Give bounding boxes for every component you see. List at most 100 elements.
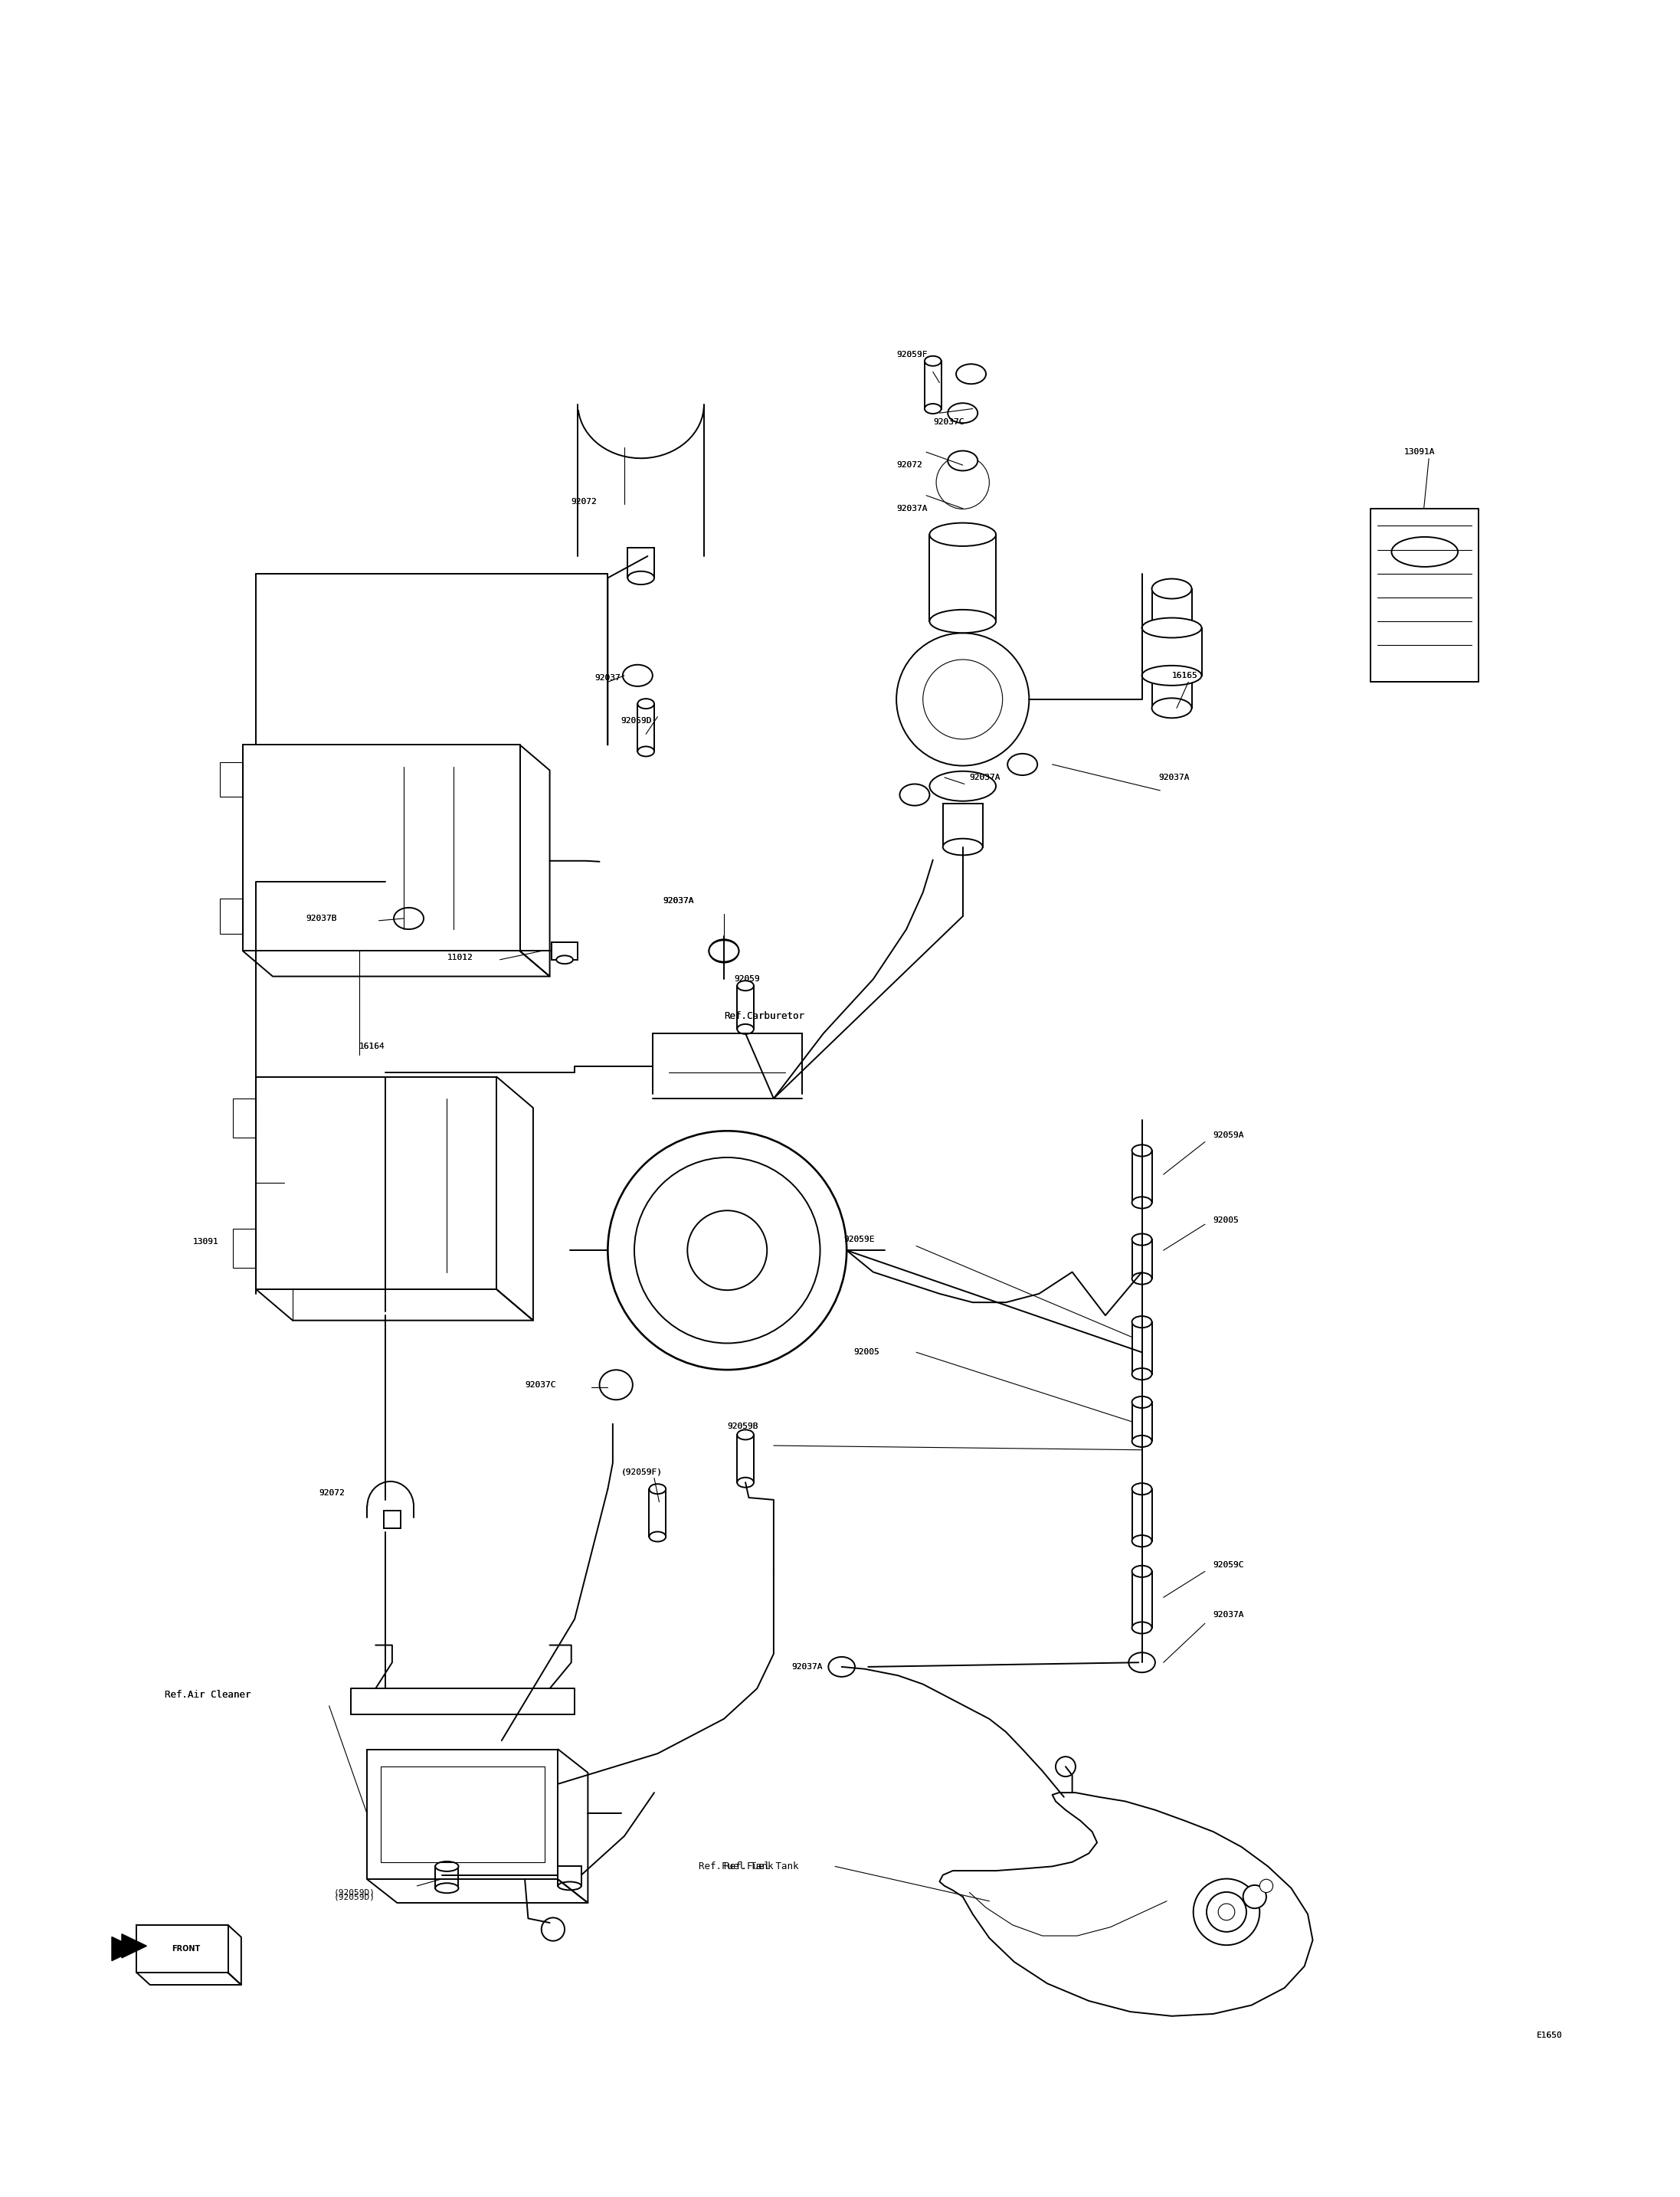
Ellipse shape <box>1391 536 1458 567</box>
Bar <box>220 899 244 934</box>
Text: 92059D: 92059D <box>622 716 652 725</box>
Text: 92059E: 92059E <box>843 1235 874 1244</box>
Ellipse shape <box>929 611 996 633</box>
Ellipse shape <box>648 1483 665 1494</box>
Text: 13091: 13091 <box>193 1237 218 1246</box>
Ellipse shape <box>948 450 978 470</box>
Text: 92072: 92072 <box>319 1490 344 1496</box>
Text: 92072: 92072 <box>897 461 922 468</box>
Bar <box>220 762 244 798</box>
Text: 92072: 92072 <box>319 1490 344 1496</box>
Ellipse shape <box>435 1861 459 1872</box>
Ellipse shape <box>738 1430 754 1439</box>
Ellipse shape <box>1132 1235 1152 1246</box>
Text: Ref.Air Cleaner: Ref.Air Cleaner <box>165 1689 250 1700</box>
Ellipse shape <box>709 940 739 962</box>
Circle shape <box>1055 1758 1075 1777</box>
Circle shape <box>687 1211 768 1290</box>
Text: 92037A: 92037A <box>791 1663 823 1670</box>
Text: 11012: 11012 <box>447 953 472 962</box>
Text: 92059B: 92059B <box>727 1421 758 1430</box>
Text: Ref.Carburetor: Ref.Carburetor <box>724 1011 805 1022</box>
Text: 92059E: 92059E <box>843 1235 874 1244</box>
Bar <box>551 943 578 960</box>
Circle shape <box>922 659 1003 738</box>
Circle shape <box>1206 1892 1247 1931</box>
Text: 16165: 16165 <box>1171 672 1198 679</box>
Text: 92037A: 92037A <box>662 896 694 905</box>
Ellipse shape <box>1132 1566 1152 1577</box>
Ellipse shape <box>956 365 986 384</box>
Bar <box>929 534 996 622</box>
Bar <box>942 804 983 846</box>
Ellipse shape <box>900 784 929 806</box>
Text: 92005: 92005 <box>1213 1217 1240 1224</box>
Ellipse shape <box>738 1024 754 1035</box>
Ellipse shape <box>738 1476 754 1487</box>
Ellipse shape <box>1132 1435 1152 1448</box>
Text: E1650: E1650 <box>1537 2032 1562 2039</box>
Bar <box>1132 1402 1152 1441</box>
Text: Ref.Air Cleaner: Ref.Air Cleaner <box>165 1689 250 1700</box>
Bar <box>435 1867 459 1887</box>
Bar <box>1142 628 1201 674</box>
Text: 92037: 92037 <box>595 674 620 681</box>
Ellipse shape <box>738 980 754 991</box>
Bar <box>738 986 754 1028</box>
Bar <box>1132 1571 1152 1628</box>
Ellipse shape <box>1132 1316 1152 1327</box>
Text: 92072: 92072 <box>897 461 922 468</box>
Ellipse shape <box>1142 617 1201 637</box>
Ellipse shape <box>1008 754 1037 776</box>
Ellipse shape <box>638 747 654 756</box>
Ellipse shape <box>1132 1483 1152 1494</box>
Text: 92059: 92059 <box>734 975 759 982</box>
Text: (92059D): (92059D) <box>334 1894 375 1900</box>
Circle shape <box>1218 1903 1235 1920</box>
Ellipse shape <box>942 839 983 855</box>
Polygon shape <box>113 1938 136 1960</box>
Text: 92059F: 92059F <box>897 352 927 358</box>
Ellipse shape <box>929 523 996 547</box>
Text: 92037A: 92037A <box>1159 773 1189 782</box>
Circle shape <box>635 1158 820 1342</box>
Ellipse shape <box>1132 1397 1152 1408</box>
Bar <box>1132 1323 1152 1373</box>
Text: 92005: 92005 <box>853 1349 879 1356</box>
Text: 92037A: 92037A <box>662 896 694 905</box>
Text: 13091A: 13091A <box>1404 448 1435 457</box>
Bar <box>738 1435 754 1483</box>
Text: 92037A: 92037A <box>662 896 694 905</box>
Ellipse shape <box>1132 1369 1152 1380</box>
Text: 92037A: 92037A <box>897 505 927 512</box>
Text: 92005: 92005 <box>1213 1217 1240 1224</box>
Bar <box>558 1867 581 1885</box>
Text: (92059F): (92059F) <box>622 1468 662 1476</box>
Ellipse shape <box>828 1657 855 1676</box>
Circle shape <box>936 457 990 510</box>
Text: 92037A: 92037A <box>1213 1610 1245 1619</box>
Ellipse shape <box>558 1883 581 1889</box>
Polygon shape <box>121 1933 146 1958</box>
Text: 92059F: 92059F <box>897 352 927 358</box>
Text: 92037B: 92037B <box>306 914 338 923</box>
Text: 92037C: 92037C <box>932 417 964 426</box>
Ellipse shape <box>638 699 654 710</box>
Text: 92059C: 92059C <box>1213 1562 1245 1569</box>
Ellipse shape <box>623 666 652 685</box>
Bar <box>1152 589 1191 707</box>
Bar <box>234 1098 255 1138</box>
Text: 92037: 92037 <box>595 674 620 681</box>
Ellipse shape <box>924 356 941 367</box>
Bar <box>234 1228 255 1268</box>
Text: 16165: 16165 <box>1171 672 1198 679</box>
Ellipse shape <box>924 404 941 413</box>
Ellipse shape <box>1152 578 1191 600</box>
Text: 92059B: 92059B <box>727 1421 758 1430</box>
Ellipse shape <box>1129 1652 1156 1672</box>
Ellipse shape <box>1132 1621 1152 1635</box>
Text: 92037C: 92037C <box>932 417 964 426</box>
Text: E1650: E1650 <box>1537 2032 1562 2039</box>
Bar <box>1132 1490 1152 1540</box>
Text: 92037C: 92037C <box>524 1382 556 1389</box>
